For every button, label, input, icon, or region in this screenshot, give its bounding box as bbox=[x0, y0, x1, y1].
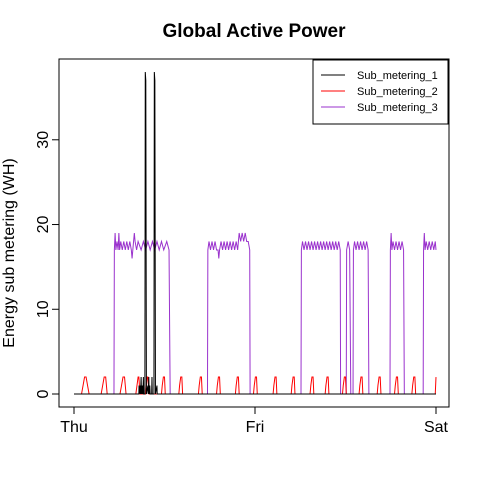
y-tick-label: 30 bbox=[35, 131, 52, 149]
legend: Sub_metering_1 Sub_metering_2 Sub_metering… bbox=[313, 60, 448, 124]
legend-label: Sub_metering_2 bbox=[357, 86, 438, 98]
legend-label: Sub_metering_1 bbox=[357, 70, 438, 82]
legend-label: Sub_metering_3 bbox=[357, 102, 438, 114]
y-tick-label: 20 bbox=[35, 216, 52, 234]
y-tick-label: 0 bbox=[35, 389, 52, 398]
x-tick-label: Thu bbox=[60, 419, 88, 436]
x-tick-label: Fri bbox=[246, 419, 265, 436]
y-tick-label: 10 bbox=[35, 300, 52, 318]
chart-title: Global Active Power bbox=[162, 21, 346, 42]
x-tick-label: Sat bbox=[424, 419, 449, 436]
y-axis-label: Energy sub metering (WH) bbox=[1, 158, 18, 347]
